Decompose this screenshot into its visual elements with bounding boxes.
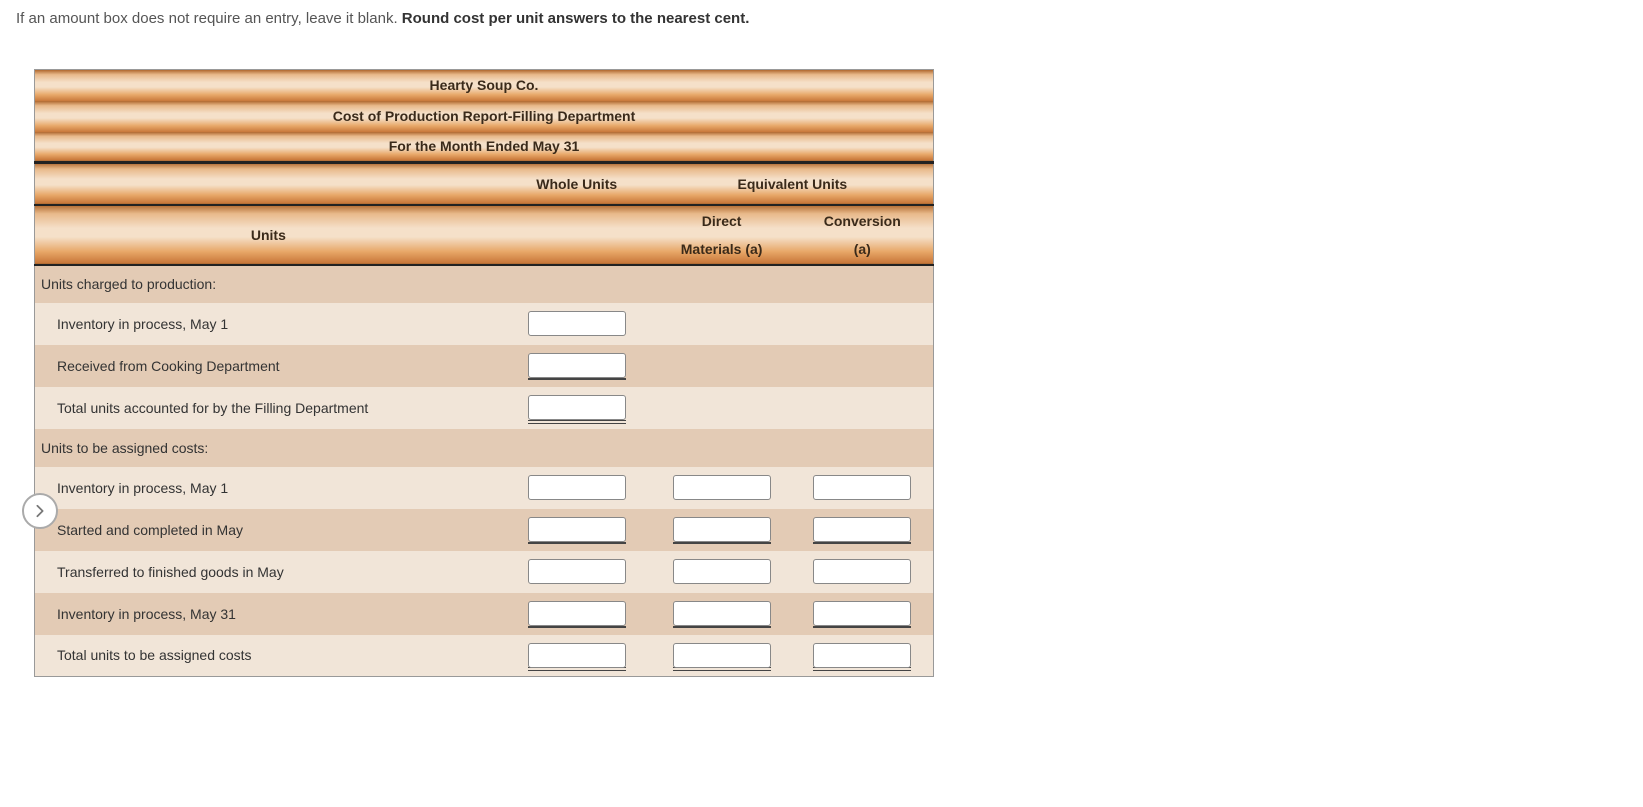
- row-total-assigned: Total units to be assigned costs: [35, 635, 934, 677]
- column-header-row-2: Units Direct Materials (a) Conversion (a…: [35, 205, 934, 265]
- header-conversion: Conversion (a): [792, 205, 934, 265]
- input-inv-may31-conv[interactable]: [813, 601, 911, 626]
- label-transferred: Transferred to finished goods in May: [35, 551, 502, 593]
- input-inv-may1-whole[interactable]: [528, 311, 626, 336]
- row-started-completed: Started and completed in May: [35, 509, 934, 551]
- cost-production-table: Hearty Soup Co. Cost of Production Repor…: [34, 69, 934, 677]
- input-inv-may1b-conv[interactable]: [813, 475, 911, 500]
- header-blank: [35, 163, 502, 205]
- input-started-dm[interactable]: [673, 517, 771, 542]
- section-units-charged-label: Units charged to production:: [35, 265, 934, 303]
- input-total-accounted-whole[interactable]: [528, 395, 626, 420]
- input-inv-may31-whole[interactable]: [528, 601, 626, 626]
- header-whole-units: Whole Units: [502, 163, 652, 205]
- prev-page-button[interactable]: [22, 493, 58, 529]
- label-inventory-may1-b: Inventory in process, May 1: [35, 467, 502, 509]
- company-name: Hearty Soup Co.: [35, 70, 934, 101]
- title-row-company: Hearty Soup Co.: [35, 70, 934, 101]
- row-inventory-may1-a: Inventory in process, May 1: [35, 303, 934, 345]
- report-period: For the Month Ended May 31: [35, 132, 934, 163]
- instructions-prefix: If an amount box does not require an ent…: [16, 10, 402, 27]
- label-received-cooking: Received from Cooking Department: [35, 345, 502, 387]
- label-total-accounted: Total units accounted for by the Filling…: [35, 387, 502, 429]
- input-transferred-conv[interactable]: [813, 559, 911, 584]
- header-direct-materials: Direct Materials (a): [652, 205, 792, 265]
- row-inventory-may1-b: Inventory in process, May 1: [35, 467, 934, 509]
- header-units: Units: [35, 205, 502, 265]
- column-header-row-1: Whole Units Equivalent Units: [35, 163, 934, 205]
- report-title: Cost of Production Report-Filling Depart…: [35, 101, 934, 132]
- instructions-bold: Round cost per unit answers to the neare…: [402, 10, 750, 27]
- title-row-period: For the Month Ended May 31: [35, 132, 934, 163]
- title-row-report: Cost of Production Report-Filling Depart…: [35, 101, 934, 132]
- input-received-whole[interactable]: [528, 353, 626, 378]
- row-inventory-may31: Inventory in process, May 31: [35, 593, 934, 635]
- input-total-assigned-whole[interactable]: [528, 643, 626, 668]
- row-received-cooking: Received from Cooking Department: [35, 345, 934, 387]
- section-units-charged: Units charged to production:: [35, 265, 934, 303]
- label-started-completed: Started and completed in May: [35, 509, 502, 551]
- row-transferred: Transferred to finished goods in May: [35, 551, 934, 593]
- input-inv-may1b-whole[interactable]: [528, 475, 626, 500]
- input-total-assigned-dm[interactable]: [673, 643, 771, 668]
- input-inv-may31-dm[interactable]: [673, 601, 771, 626]
- label-inventory-may31: Inventory in process, May 31: [35, 593, 502, 635]
- label-total-assigned: Total units to be assigned costs: [35, 635, 502, 677]
- input-transferred-dm[interactable]: [673, 559, 771, 584]
- header-equivalent-units: Equivalent Units: [652, 163, 934, 205]
- chevron-right-icon: [33, 504, 47, 518]
- input-started-conv[interactable]: [813, 517, 911, 542]
- row-total-accounted: Total units accounted for by the Filling…: [35, 387, 934, 429]
- label-inventory-may1-a: Inventory in process, May 1: [35, 303, 502, 345]
- section-units-assigned-label: Units to be assigned costs:: [35, 429, 934, 467]
- input-inv-may1b-dm[interactable]: [673, 475, 771, 500]
- input-started-whole[interactable]: [528, 517, 626, 542]
- header-whole-blank: [502, 205, 652, 265]
- instructions-text: If an amount box does not require an ent…: [16, 10, 1643, 27]
- input-transferred-whole[interactable]: [528, 559, 626, 584]
- input-total-assigned-conv[interactable]: [813, 643, 911, 668]
- section-units-assigned: Units to be assigned costs:: [35, 429, 934, 467]
